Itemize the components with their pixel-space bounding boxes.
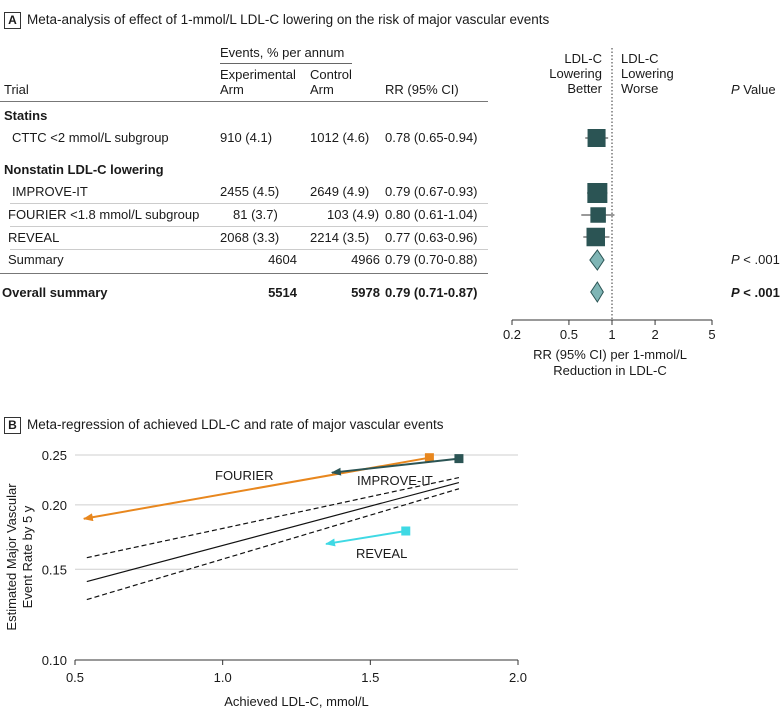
x-tick-label: 1.0 (214, 670, 232, 685)
row-ctl-summary: 4966 (351, 252, 380, 267)
row-label-reveal: REVEAL (8, 230, 60, 245)
row-label-overall: Overall summary (2, 285, 108, 300)
row-divider (10, 226, 488, 227)
y-tick-label: 0.10 (42, 653, 67, 668)
x-tick-label: 2.0 (509, 670, 527, 685)
effect-square (586, 227, 606, 247)
row-label-fourier: FOURIER <1.8 mmol/L subgroup (8, 207, 200, 222)
ctl-arm-header-1: Control (310, 67, 352, 82)
row-label-summary: Summary (8, 252, 64, 267)
forest-x-tick-label: 1 (608, 327, 615, 342)
row-rr-improve-it: 0.79 (0.67-0.93) (385, 184, 478, 199)
effect-square (587, 129, 606, 147)
favor-right-1: LDL-C (621, 51, 659, 66)
p-value-header: P Value (731, 82, 776, 97)
row-divider (10, 203, 488, 204)
row-exp-reveal: 2068 (3.3) (220, 230, 280, 245)
summary-diamond (589, 249, 605, 271)
x-tick-label: 1.5 (361, 670, 379, 685)
trial-arrow-reveal (325, 530, 406, 547)
regression-line (86, 482, 460, 583)
row-ctl-cttc: 1012 (4.6) (310, 130, 370, 145)
ci-lower-line (86, 488, 460, 601)
favor-right-2: Lowering (621, 66, 674, 81)
y-tick-label: 0.25 (42, 448, 67, 463)
y-tick-label: 0.15 (42, 562, 67, 577)
row-rr-cttc: 0.78 (0.65-0.94) (385, 130, 478, 145)
row-p-overall: P < .001 (731, 285, 780, 300)
favor-left-1: LDL-C (564, 51, 602, 66)
trial-start-marker-fourier (424, 453, 434, 463)
y-axis-label-2: Event Rate by 5 y (20, 505, 35, 608)
events-header-rule (220, 63, 352, 64)
row-exp-fourier: 81 (3.7) (233, 207, 278, 222)
panel-b-letter: B (4, 417, 21, 434)
events-group-header: Events, % per annum (220, 45, 345, 60)
trial-arrow-improve (330, 457, 460, 476)
y-axis-label-1: Estimated Major Vascular (4, 483, 19, 631)
y-tick-label: 0.20 (42, 498, 67, 513)
effect-square (587, 183, 608, 203)
row-label-cttc: CTTC <2 mmol/L subgroup (12, 130, 169, 145)
exp-arm-header-1: Experimental (220, 67, 296, 82)
row-exp-cttc: 910 (4.1) (220, 130, 273, 145)
panel-b-title: Meta-regression of achieved LDL-C and ra… (27, 417, 444, 432)
rr-header: RR (95% CI) (385, 82, 459, 97)
forest-x-tick-label: 0.2 (503, 327, 521, 342)
summary-diamond (590, 281, 604, 303)
row-label-improve-it: IMPROVE-IT (12, 184, 88, 199)
exp-arm-header-2: Arm (220, 82, 244, 97)
row-divider (10, 249, 488, 250)
ctl-arm-header-2: Arm (310, 82, 334, 97)
favor-left-3: Better (567, 81, 602, 96)
forest-plot: 0.2 0.5 1 2 5 (503, 48, 716, 342)
trial-header: Trial (4, 82, 29, 97)
forest-x-tick-label: 5 (708, 327, 715, 342)
x-axis-label: Achieved LDL-C, mmol/L (224, 694, 369, 709)
x-tick-label: 0.5 (66, 670, 84, 685)
forest-xlabel-1: RR (95% CI) per 1-mmol/L (533, 347, 687, 362)
row-ctl-improve-it: 2649 (4.9) (310, 184, 370, 199)
trial-start-marker-reveal (401, 526, 411, 536)
header-rule (0, 101, 488, 102)
forest-xlabel-2: Reduction in LDL-C (553, 363, 667, 378)
favor-left-2: Lowering (549, 66, 602, 81)
row-rr-summary: 0.79 (0.70-0.88) (385, 252, 478, 267)
panel-a-letter: A (4, 12, 21, 29)
row-heading-statins: Statins (4, 108, 48, 123)
row-ctl-overall: 5978 (351, 285, 380, 300)
row-rr-fourier: 0.80 (0.61-1.04) (385, 207, 478, 222)
trial-label-fourier: FOURIER (215, 468, 274, 483)
favor-right-3: Worse (621, 81, 659, 96)
summary-rule (0, 273, 488, 274)
forest-x-tick-label: 0.5 (560, 327, 578, 342)
row-exp-overall: 5514 (268, 285, 297, 300)
row-p-summary: P < .001 (731, 252, 780, 267)
panel-a-title: Meta-analysis of effect of 1-mmol/L LDL-… (27, 12, 550, 27)
row-heading-nonstatin: Nonstatin LDL-C lowering (4, 162, 164, 177)
row-ctl-fourier: 103 (4.9) (327, 207, 380, 222)
row-ctl-reveal: 2214 (3.5) (310, 230, 370, 245)
row-rr-reveal: 0.77 (0.63-0.96) (385, 230, 478, 245)
forest-x-tick-label: 2 (651, 327, 658, 342)
effect-square (590, 207, 606, 223)
trial-start-marker-improve (454, 454, 464, 464)
trial-label-improve: IMPROVE-IT (357, 473, 433, 488)
row-rr-overall: 0.79 (0.71-0.87) (385, 285, 478, 300)
row-exp-summary: 4604 (268, 252, 297, 267)
trial-label-reveal: REVEAL (356, 546, 407, 561)
row-exp-improve-it: 2455 (4.5) (220, 184, 280, 199)
